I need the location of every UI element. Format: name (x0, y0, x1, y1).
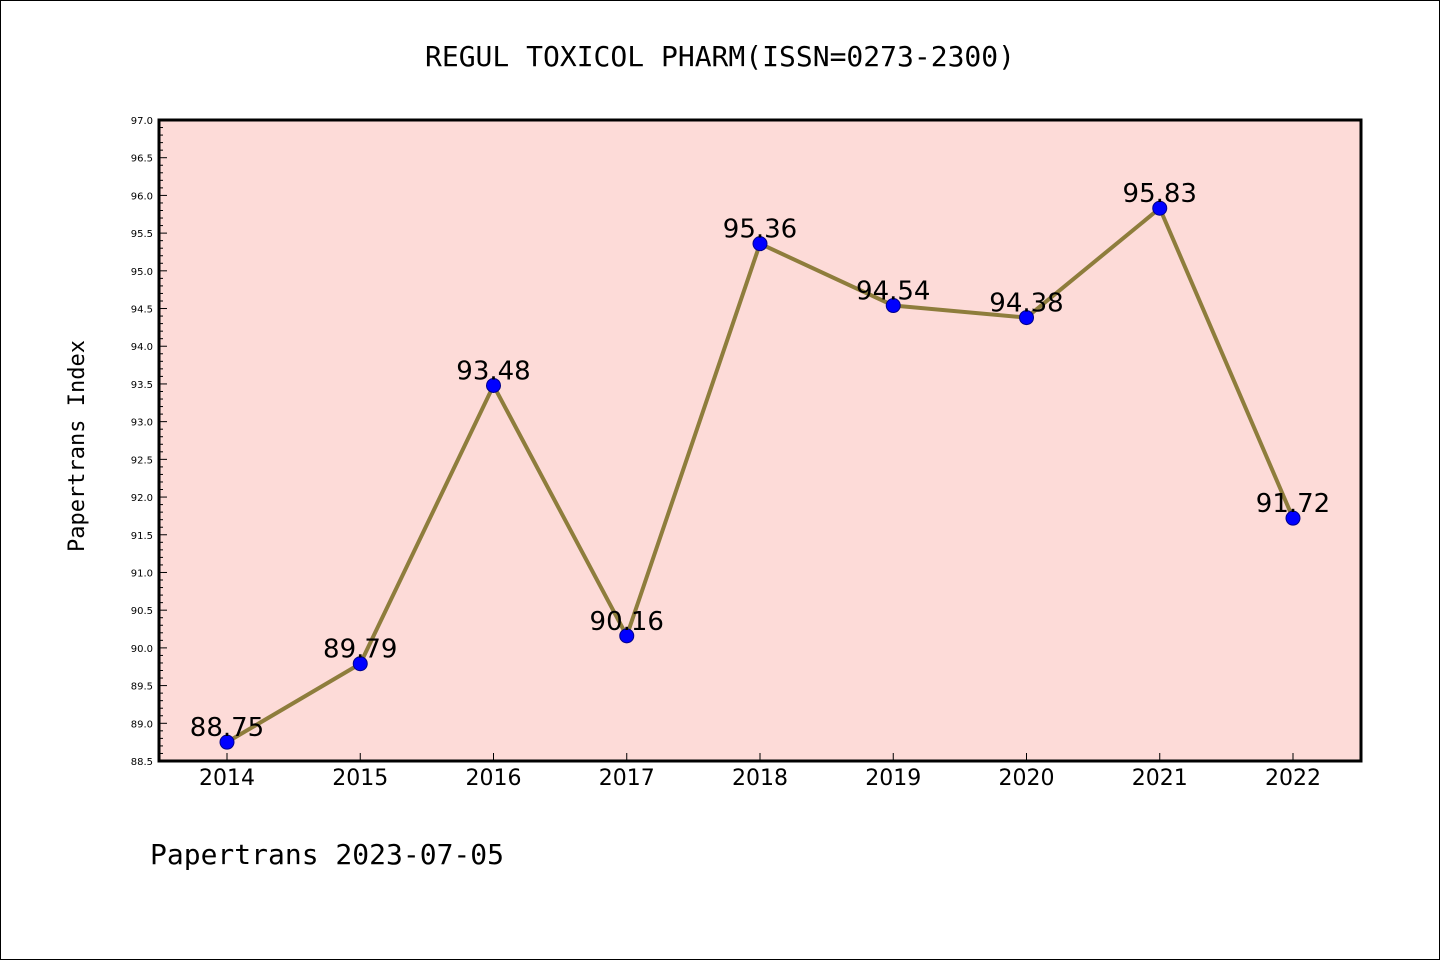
y-axis-ticks: 88.5 89.0 89.5 90.0 90.5 91.0 91.5 92.0 92.5 93.0… (131, 116, 167, 768)
data-label: 93.48 (456, 356, 530, 386)
x-tick-label: 2022 (1265, 766, 1321, 791)
x-tick-label: 2015 (332, 766, 388, 791)
y-tick-label: 89.0 (131, 719, 153, 730)
y-tick-label: 94.0 (131, 342, 153, 353)
y-tick-label: 95.5 (131, 229, 153, 240)
data-point-marker (1019, 310, 1034, 326)
data-label: 94.54 (856, 277, 930, 307)
x-tick-label: 2017 (599, 766, 655, 791)
data-point-marker (752, 236, 768, 252)
data-label: 95.36 (723, 215, 797, 245)
x-axis-ticks: 2014 2015 2016 2017 2018 2019 2020 2021 2022 (199, 753, 1321, 791)
x-tick-label: 2018 (732, 766, 788, 791)
x-tick-label: 2021 (1132, 766, 1188, 791)
y-tick-label: 92.0 (131, 493, 153, 504)
y-tick-label: 91.0 (131, 568, 153, 579)
y-tick-label: 88.5 (131, 757, 153, 768)
data-label: 94.38 (989, 289, 1063, 319)
footer-source-date: Papertrans 2023-07-05 (150, 838, 504, 871)
data-label: 90.16 (590, 607, 664, 637)
chart-title: REGUL TOXICOL PHARM(ISSN=0273-2300) (425, 40, 1015, 73)
data-label: 91.72 (1256, 489, 1330, 519)
plot-area (159, 120, 1361, 761)
y-tick-label: 92.5 (131, 455, 153, 466)
y-tick-label: 90.5 (131, 606, 153, 617)
data-point-marker (1285, 510, 1301, 526)
y-tick-label: 96.0 (131, 191, 153, 202)
x-tick-label: 2020 (999, 766, 1055, 791)
series-layer: 88.75 89.79 93.48 90.16 95.36 94.54 94.38 95.83… (190, 179, 1330, 750)
y-tick-label: 90.0 (131, 644, 153, 655)
data-point-marker (1152, 200, 1168, 216)
y-tick-label: 97.0 (131, 116, 153, 127)
data-label: 95.83 (1123, 179, 1197, 209)
plot-border (157, 118, 1363, 763)
x-tick-label: 2016 (466, 766, 522, 791)
data-point-marker (352, 656, 368, 672)
y-tick-label: 93.0 (131, 418, 153, 429)
y-axis-label: Papertrans Index (65, 340, 90, 552)
y-tick-label: 95.0 (131, 267, 153, 278)
y-tick-label: 96.5 (131, 154, 153, 165)
data-point-marker (885, 298, 901, 314)
x-tick-label: 2019 (865, 766, 921, 791)
y-tick-label: 94.5 (131, 305, 153, 316)
data-point-marker (619, 628, 635, 644)
data-label: 88.75 (190, 713, 264, 743)
data-point-marker (486, 377, 501, 393)
y-tick-label: 93.5 (131, 380, 153, 391)
y-tick-label: 89.5 (131, 682, 153, 693)
data-point-marker (219, 734, 235, 750)
data-label: 89.79 (323, 635, 397, 665)
y-tick-label: 91.5 (131, 531, 153, 542)
x-tick-label: 2014 (199, 766, 255, 791)
